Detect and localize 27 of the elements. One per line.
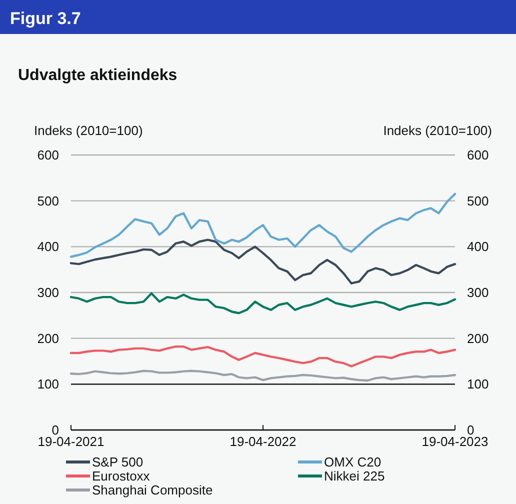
y2-tick-label: 100 xyxy=(467,376,489,392)
text: Figur 3.7 xyxy=(10,9,81,28)
legend-label: OMX C20 xyxy=(324,454,382,470)
y2-axis-title: Indeks (2010=100) xyxy=(383,123,492,138)
legend-label: Nikkei 225 xyxy=(324,468,385,484)
x-tick-label: 19-04-2022 xyxy=(230,434,296,449)
legend-label: S&P 500 xyxy=(92,454,144,470)
y2-tick-label: 200 xyxy=(467,330,489,346)
line-series xyxy=(70,292,456,314)
legend-label: Eurostoxx xyxy=(92,468,150,484)
y2-tick-label: 300 xyxy=(467,285,489,300)
y2-tick-label: 600 xyxy=(467,148,489,163)
line-series xyxy=(70,345,456,368)
y-axis-title: Indeks (2010=100) xyxy=(34,123,143,138)
y2-tick-label: 400 xyxy=(467,239,489,254)
y-tick-label: 200 xyxy=(37,330,59,346)
y-tick-label: 100 xyxy=(37,376,59,392)
chart-title: Udvalgte aktieindeks xyxy=(18,67,178,84)
line-series xyxy=(70,370,456,382)
y-tick-label: 400 xyxy=(37,239,59,254)
y-tick-label: 600 xyxy=(37,148,59,163)
legend-label: Shanghai Composite xyxy=(92,482,213,498)
y2-tick-label: 500 xyxy=(467,193,489,208)
line-series xyxy=(70,238,456,284)
y-tick-label: 300 xyxy=(37,285,59,300)
y-tick-label: 500 xyxy=(37,193,59,208)
line-series xyxy=(70,192,456,258)
